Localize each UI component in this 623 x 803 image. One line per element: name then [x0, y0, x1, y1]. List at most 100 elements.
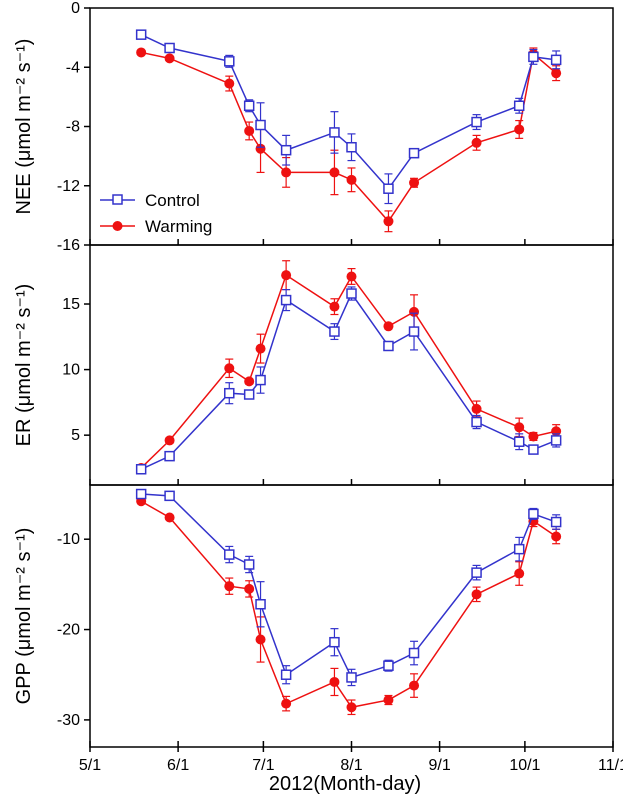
data-point-control: [383, 660, 394, 671]
data-point-warming: [329, 167, 340, 178]
data-point-control: [164, 450, 175, 462]
data-point-warming: [281, 167, 292, 178]
data-point-control: [471, 416, 482, 428]
data-point-warming: [514, 568, 525, 579]
data-point-warming: [224, 581, 235, 592]
legend-warming-marker: [112, 221, 123, 231]
data-point-warming: [281, 698, 292, 709]
data-point-control: [346, 672, 357, 683]
data-point-warming: [383, 695, 394, 706]
data-point-control: [513, 543, 525, 555]
x-tick-label: 8/1: [340, 757, 362, 774]
y-tick-label: -10: [57, 531, 80, 548]
y-axis-title: NEE (μmol m⁻² s⁻¹): [13, 39, 35, 215]
data-point-warming: [514, 124, 525, 135]
legend-control-marker: [112, 194, 123, 205]
data-point-control: [550, 54, 562, 66]
data-point-control: [255, 374, 266, 386]
y-tick-label: -16: [57, 237, 80, 254]
data-point-control: [135, 488, 147, 500]
data-point-warming: [281, 270, 292, 281]
data-point-control: [528, 508, 539, 520]
data-point-warming: [471, 137, 482, 148]
data-point-control: [243, 559, 255, 570]
data-point-control: [224, 56, 235, 67]
data-point-control: [135, 464, 147, 475]
data-point-warming: [383, 321, 394, 332]
data-point-warming: [244, 125, 255, 136]
data-point-control: [383, 183, 394, 194]
data-point-control: [164, 42, 175, 54]
y-tick-label: 0: [71, 0, 80, 17]
x-tick-label: 5/1: [79, 757, 101, 774]
y-tick-label: 10: [62, 362, 80, 379]
data-point-control: [383, 340, 394, 352]
data-point-control: [255, 599, 266, 610]
data-point-control: [408, 326, 420, 337]
data-point-warming: [346, 174, 357, 185]
x-tick-label: 6/1: [167, 757, 189, 774]
data-point-control: [346, 141, 357, 153]
data-point-warming: [346, 271, 357, 282]
data-point-control: [280, 669, 292, 680]
y-tick-label: -30: [57, 712, 80, 729]
series-line-warming: [141, 51, 557, 223]
panel-er: 5 10 15 ER (μmol m⁻² s⁻¹): [13, 244, 614, 486]
data-point-warming: [164, 435, 175, 446]
y-tick-label: 5: [71, 427, 80, 444]
data-point-control: [135, 29, 147, 40]
data-point-warming: [471, 589, 482, 600]
data-point-warming: [224, 363, 235, 374]
data-point-warming: [329, 676, 340, 687]
data-point-warming: [224, 78, 235, 89]
data-point-control: [224, 549, 235, 560]
x-axis-title: 2012(Month-day): [269, 773, 421, 795]
legend-warming-label: Warming: [145, 217, 212, 236]
data-point-warming: [409, 680, 420, 691]
panel-gpp: -10 -20 -30 5/1 6/1 7/1 8/1 9/1 10/1 11/1 GPP (μmo…: [13, 484, 623, 774]
x-tick-label: 7/1: [252, 757, 274, 774]
series-line-control: [140, 292, 557, 470]
data-point-control: [550, 516, 562, 528]
data-point-control: [550, 435, 562, 446]
data-point-control: [346, 288, 357, 299]
data-point-warming: [164, 512, 175, 523]
data-point-warming: [471, 403, 482, 414]
data-point-control: [528, 444, 539, 455]
y-axis-title: ER (μmol m⁻² s⁻¹): [13, 284, 35, 447]
data-point-warming: [244, 583, 255, 594]
data-point-warming: [255, 143, 266, 154]
x-tick-label: 11/1: [598, 757, 623, 774]
data-point-control: [243, 389, 255, 400]
data-point-control: [329, 636, 340, 648]
series-line-control: [140, 33, 557, 190]
data-point-control: [243, 100, 255, 112]
data-point-warming: [329, 301, 340, 312]
data-point-control: [280, 144, 292, 156]
data-point-warming: [514, 422, 525, 433]
data-point-control: [528, 51, 539, 63]
data-point-control: [164, 490, 175, 502]
data-point-control: [513, 436, 525, 447]
x-tick-label: 10/1: [509, 757, 540, 774]
data-point-warming: [244, 376, 255, 387]
data-point-control: [255, 119, 266, 131]
data-point-warming: [346, 702, 357, 713]
x-tick-label: 9/1: [428, 757, 450, 774]
legend: Control Warming: [100, 191, 212, 236]
y-axis-title: GPP (μmol m⁻² s⁻¹): [13, 528, 35, 705]
data-point-control: [224, 387, 235, 399]
data-point-control: [329, 127, 340, 138]
y-tick-label: -20: [57, 622, 80, 639]
data-point-control: [408, 647, 420, 659]
y-tick-label: -8: [66, 119, 80, 136]
data-point-warming: [255, 634, 266, 645]
y-tick-label: 15: [62, 296, 80, 313]
data-point-control: [408, 147, 420, 159]
panel-nee: 0 -4 -8 -12 -16 NEE (μmol m⁻² s⁻¹): [13, 0, 614, 254]
legend-control-label: Control: [145, 191, 200, 210]
data-point-warming: [409, 306, 420, 317]
data-point-warming: [164, 53, 175, 64]
data-point-control: [329, 326, 340, 337]
